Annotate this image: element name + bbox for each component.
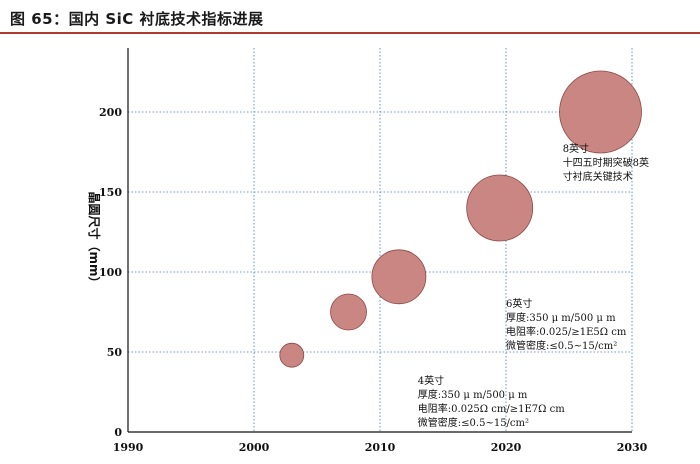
tick-labels: 1990 2000 2010 2020 2030 0 50 100 150 200 [99, 106, 648, 454]
annotations: 4英寸厚度:350 μ m/500 μ m 电阻率:0.025Ω cm/≥1E7Ω… [418, 142, 649, 429]
figure-title: 图 65：国内 SiC 衬底技术指标进展 [10, 10, 264, 28]
bubble-point [330, 293, 367, 331]
bubble-point [559, 70, 642, 154]
x-tick-label: 2000 [239, 441, 270, 454]
bubble-point [371, 249, 427, 305]
y-tick-label: 50 [107, 346, 123, 359]
title-rule [0, 32, 700, 34]
x-tick-label: 2030 [617, 441, 648, 454]
bubble-point [466, 174, 534, 242]
y-tick-label: 150 [99, 186, 122, 199]
grid-lines [128, 48, 633, 432]
y-tick-label: 0 [114, 426, 122, 439]
y-tick-label: 200 [99, 106, 122, 119]
bubble-annotation: 6英寸厚度:350 μ m/500 μ m 电阻率:0.025/≥1E5Ω cm 微… [506, 297, 627, 352]
y-tick-label: 100 [99, 266, 122, 279]
bubble-annotation: 4英寸厚度:350 μ m/500 μ m 电阻率:0.025Ω cm/≥1E7Ω… [418, 374, 565, 429]
x-tick-label: 1990 [113, 441, 144, 454]
bubble-point [279, 342, 305, 368]
axes [127, 48, 632, 433]
x-tick-label: 2020 [491, 441, 522, 454]
y-axis-label: 晶圆尺寸（mm） [87, 191, 102, 288]
bubbles [279, 70, 642, 368]
bubble-annotation: 8英寸十四五时期突破8英寸衬底关键技术 [563, 142, 649, 183]
x-tick-label: 2010 [365, 441, 396, 454]
